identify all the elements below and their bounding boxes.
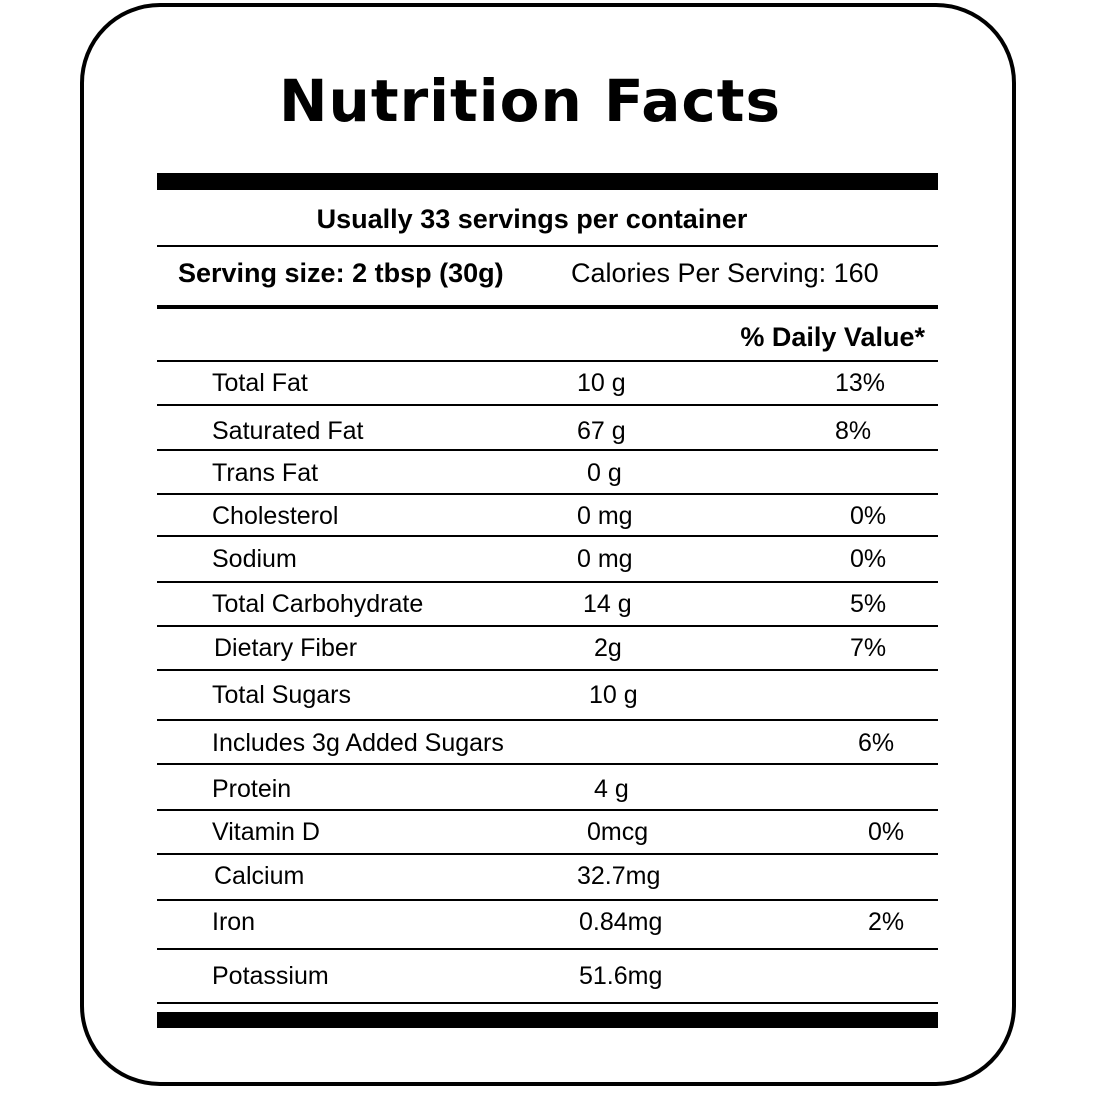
divider xyxy=(157,1002,938,1004)
divider xyxy=(157,669,938,671)
divider xyxy=(157,404,938,406)
nutrient-amount: 32.7mg xyxy=(577,862,661,890)
divider xyxy=(157,305,938,309)
label-title: Nutrition Facts xyxy=(279,67,781,135)
nutrient-row: Calcium 32.7mg xyxy=(157,858,938,894)
divider xyxy=(157,449,938,451)
nutrient-name: Dietary Fiber xyxy=(214,634,358,662)
divider xyxy=(157,625,938,627)
nutrient-amount: 0 g xyxy=(587,459,622,487)
nutrient-row: Protein 4 g xyxy=(157,771,938,807)
nutrient-name: Calcium xyxy=(214,862,305,890)
calories-per-serving: Calories Per Serving: 160 xyxy=(571,258,879,288)
serving-size: Serving size: 2 tbsp (30g) xyxy=(178,258,504,288)
nutrient-name: Saturated Fat xyxy=(212,417,364,445)
nutrient-name: Vitamin D xyxy=(212,818,320,846)
divider xyxy=(157,948,938,950)
nutrient-name: Total Sugars xyxy=(212,681,351,709)
nutrient-daily-value: 7% xyxy=(850,634,887,662)
divider xyxy=(157,763,938,765)
nutrient-daily-value: 0% xyxy=(868,818,905,846)
servings-per-container: Usually 33 servings per container xyxy=(316,204,748,234)
nutrient-amount: 0 mg xyxy=(577,545,633,573)
nutrient-row: Total Fat 10 g 13% xyxy=(157,365,938,401)
divider xyxy=(157,360,938,362)
nutrient-name: Total Carbohydrate xyxy=(212,590,424,618)
nutrient-amount: 10 g xyxy=(589,681,638,709)
nutrient-name: Total Fat xyxy=(212,369,308,397)
nutrient-daily-value: 13% xyxy=(835,369,886,397)
daily-value-header: % Daily Value* xyxy=(740,322,925,352)
nutrient-name: Cholesterol xyxy=(212,502,339,530)
nutrient-amount: 67 g xyxy=(577,417,626,445)
nutrient-amount: 0mcg xyxy=(587,818,649,846)
nutrient-daily-value: 6% xyxy=(858,729,895,757)
nutrient-amount: 14 g xyxy=(583,590,632,618)
top-thick-bar xyxy=(157,173,938,190)
nutrient-amount: 10 g xyxy=(577,369,626,397)
nutrient-daily-value: 2% xyxy=(868,908,905,936)
nutrient-row: Potassium 51.6mg xyxy=(157,958,938,994)
nutrient-row: Sodium 0 mg 0% xyxy=(157,541,938,577)
divider xyxy=(157,535,938,537)
nutrient-row: Total Carbohydrate 14 g 5% xyxy=(157,586,938,622)
divider xyxy=(157,809,938,811)
divider xyxy=(157,581,938,583)
nutrient-name: Potassium xyxy=(212,962,329,990)
nutrient-name: Sodium xyxy=(212,545,297,573)
bottom-thick-bar xyxy=(157,1012,938,1028)
nutrient-row: Trans Fat 0 g xyxy=(157,455,938,491)
nutrient-daily-value: 0% xyxy=(850,545,887,573)
nutrient-amount: 51.6mg xyxy=(579,962,663,990)
nutrient-row: Dietary Fiber 2g 7% xyxy=(157,630,938,666)
divider xyxy=(157,493,938,495)
nutrient-name: Protein xyxy=(212,775,292,803)
nutrient-daily-value: 8% xyxy=(835,417,872,445)
nutrient-amount: 0 mg xyxy=(577,502,633,530)
nutrient-name: Includes 3g Added Sugars xyxy=(212,729,504,757)
nutrient-daily-value: 0% xyxy=(850,502,887,530)
nutrient-row: Includes 3g Added Sugars 6% xyxy=(157,725,938,761)
nutrient-amount: 4 g xyxy=(594,775,629,803)
nutrient-row: Total Sugars 10 g xyxy=(157,677,938,713)
nutrient-row: Iron 0.84mg 2% xyxy=(157,904,938,940)
nutrient-row: Cholesterol 0 mg 0% xyxy=(157,498,938,534)
nutrient-name: Trans Fat xyxy=(212,459,319,487)
divider xyxy=(157,719,938,721)
nutrient-name: Iron xyxy=(212,908,256,936)
divider xyxy=(157,245,938,247)
nutrient-amount: 2g xyxy=(594,634,622,662)
nutrient-row: Vitamin D 0mcg 0% xyxy=(157,814,938,850)
nutrient-amount: 0.84mg xyxy=(579,908,663,936)
divider xyxy=(157,853,938,855)
label-frame xyxy=(80,3,1016,1086)
nutrient-row: Saturated Fat 67 g 8% xyxy=(157,413,938,449)
nutrient-daily-value: 5% xyxy=(850,590,887,618)
divider xyxy=(157,899,938,901)
